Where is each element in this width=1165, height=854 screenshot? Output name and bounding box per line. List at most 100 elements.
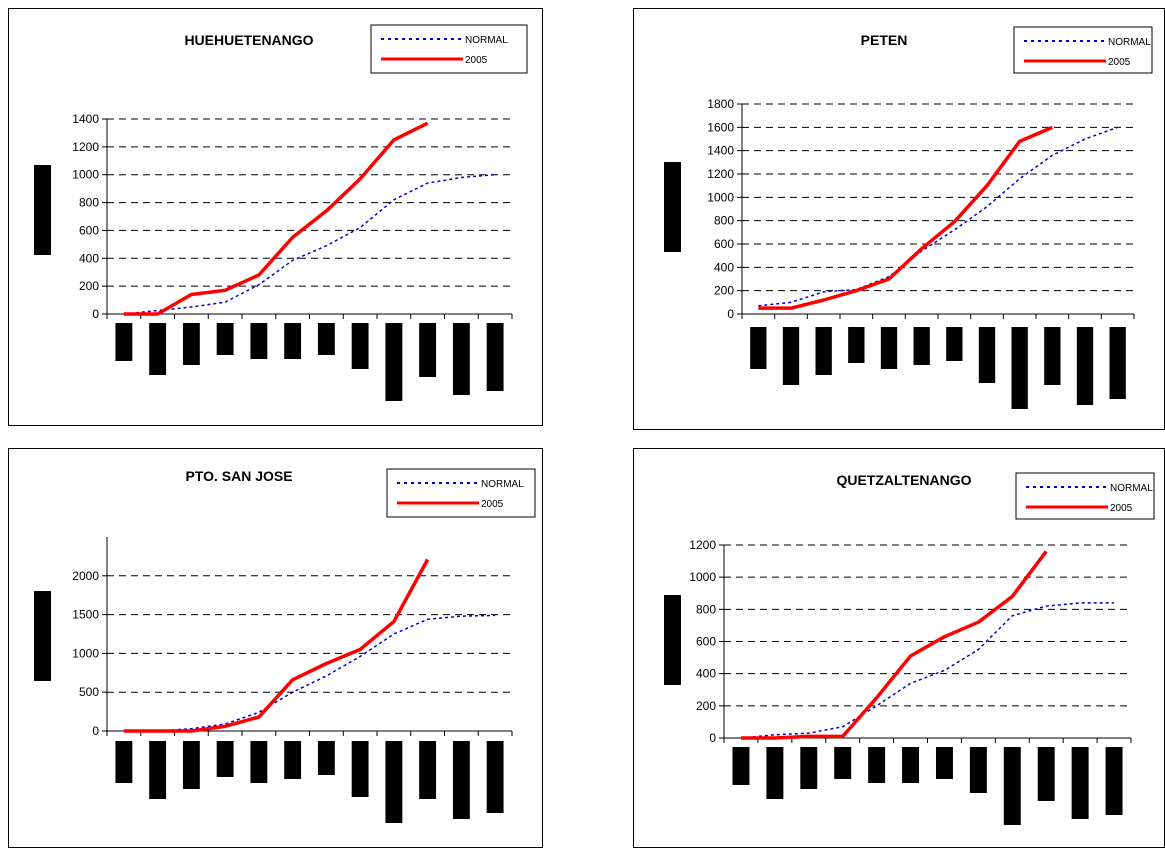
chart-legend: NORMAL 2005 — [1015, 472, 1155, 520]
x-label-bar — [149, 741, 167, 799]
x-label-bar — [1044, 327, 1061, 385]
x-label-bar — [317, 741, 335, 775]
x-label-bar — [317, 323, 335, 355]
y-tick-label: 600 — [714, 237, 734, 251]
y-tick-label: 800 — [696, 602, 716, 616]
legend-normal-label: NORMAL — [481, 479, 524, 490]
x-label-bar — [486, 323, 504, 391]
chart-legend: NORMAL 2005 — [386, 468, 536, 518]
x-label-bar — [419, 741, 437, 799]
y-tick-label: 800 — [79, 196, 99, 210]
chart-panel-huehuetenango: HUEHUETENANGO NORMAL 2005 0 200 400 600 800 1000… — [8, 8, 543, 426]
y-tick-label: 600 — [696, 635, 716, 649]
x-label-bar — [1071, 747, 1089, 819]
y-tick-label: 400 — [79, 251, 99, 265]
x-label-bar — [800, 747, 818, 789]
series-2005-line — [758, 125, 1054, 310]
x-label-bar — [115, 323, 133, 361]
x-label-bar — [732, 747, 750, 785]
x-label-bar — [216, 741, 234, 777]
legend-2005-label: 2005 — [1110, 503, 1133, 514]
x-label-bar — [782, 327, 800, 385]
series-2005-line — [740, 550, 1048, 740]
x-label-bar — [385, 741, 403, 823]
y-tick-label: 600 — [79, 223, 99, 237]
x-label-bar — [1109, 327, 1126, 399]
x-label-bar — [284, 323, 302, 359]
y-tick-label: 1000 — [72, 646, 99, 660]
chart-title: HUEHUETENANGO — [184, 32, 313, 48]
y-axis-label-bar — [34, 591, 51, 681]
chart-svg-2: PTO. SAN JOSE NORMAL 2005 0 500 1000 1500 2000 — [34, 468, 536, 823]
x-label-bar — [1003, 747, 1021, 825]
y-tick-label: 1200 — [689, 538, 716, 552]
legend-2005-label: 2005 — [1108, 57, 1131, 68]
y-tick-label: 1000 — [689, 570, 716, 584]
x-label-bar — [216, 323, 234, 355]
y-tick-label: 200 — [79, 279, 99, 293]
chart-svg-0: HUEHUETENANGO NORMAL 2005 0 200 400 600 800 1000… — [34, 24, 528, 401]
x-label-bar — [182, 323, 200, 365]
y-tick-label: 200 — [714, 284, 734, 298]
x-label-bar — [385, 323, 403, 401]
y-tick-label: 1800 — [707, 97, 734, 111]
x-label-bar — [969, 747, 987, 793]
x-label-bar — [182, 741, 200, 789]
x-label-bar — [1011, 327, 1028, 409]
x-label-bar — [250, 741, 268, 783]
y-tick-label: 0 — [92, 307, 99, 321]
series-normal-line — [758, 126, 1118, 307]
y-tick-label: 1200 — [707, 167, 734, 181]
chart-panel-quetzaltenango: QUETZALTENANGO NORMAL 2005 0 200 400 600 800 100… — [633, 448, 1165, 848]
x-label-bar — [250, 323, 268, 359]
y-tick-label: 1200 — [72, 140, 99, 154]
x-label-bar — [1105, 747, 1123, 815]
y-tick-label: 0 — [709, 731, 716, 745]
x-label-bar — [419, 323, 437, 377]
x-label-bar — [351, 323, 369, 369]
chart-svg-3: QUETZALTENANGO NORMAL 2005 0 200 400 600 800 100… — [664, 472, 1155, 825]
x-label-bar — [935, 747, 953, 779]
x-label-bar — [880, 327, 898, 369]
x-label-bar — [913, 327, 930, 365]
y-tick-label: 2000 — [72, 569, 99, 583]
x-label-bar — [766, 747, 784, 799]
y-tick-label: 1000 — [707, 190, 734, 204]
y-tick-label: 400 — [696, 667, 716, 681]
y-tick-label: 0 — [92, 724, 99, 738]
series-normal-line — [123, 614, 496, 732]
x-label-bar — [284, 741, 302, 779]
x-label-bar — [486, 741, 504, 813]
series-normal-line — [740, 602, 1115, 739]
y-tick-label: 1600 — [707, 120, 734, 134]
chart-svg-1: PETEN NORMAL 2005 0 200 400 600 800 1000 1200 1400… — [664, 26, 1153, 409]
chart-title: QUETZALTENANGO — [836, 472, 971, 488]
y-tick-label: 1000 — [72, 168, 99, 182]
y-tick-label: 0 — [727, 307, 734, 321]
y-tick-label: 800 — [714, 214, 734, 228]
series-normal-line — [123, 173, 496, 315]
chart-title: PTO. SAN JOSE — [185, 468, 292, 484]
legend-2005-label: 2005 — [465, 55, 488, 66]
y-tick-label: 1400 — [72, 112, 99, 126]
x-label-bar — [452, 741, 470, 819]
chart-panel-pto-san-jose: PTO. SAN JOSE NORMAL 2005 0 500 1000 1500 2000 — [8, 448, 543, 848]
y-axis-label-bar — [34, 165, 51, 255]
chart-title: PETEN — [861, 32, 908, 48]
x-label-bar — [848, 327, 865, 363]
legend-normal-label: NORMAL — [1108, 37, 1151, 48]
chart-legend: NORMAL 2005 — [370, 24, 528, 74]
x-label-bar — [1076, 327, 1094, 405]
y-tick-label: 500 — [79, 685, 99, 699]
y-tick-label: 1500 — [72, 608, 99, 622]
legend-normal-label: NORMAL — [465, 35, 508, 46]
x-label-bar — [902, 747, 920, 783]
x-label-bar — [1037, 747, 1055, 801]
y-axis-label-bar — [664, 595, 681, 685]
x-label-bar — [868, 747, 886, 783]
x-label-bar — [351, 741, 369, 797]
chart-legend: NORMAL 2005 — [1013, 26, 1153, 74]
x-label-bar — [750, 327, 767, 369]
x-label-bar — [834, 747, 852, 779]
legend-2005-label: 2005 — [481, 499, 504, 510]
